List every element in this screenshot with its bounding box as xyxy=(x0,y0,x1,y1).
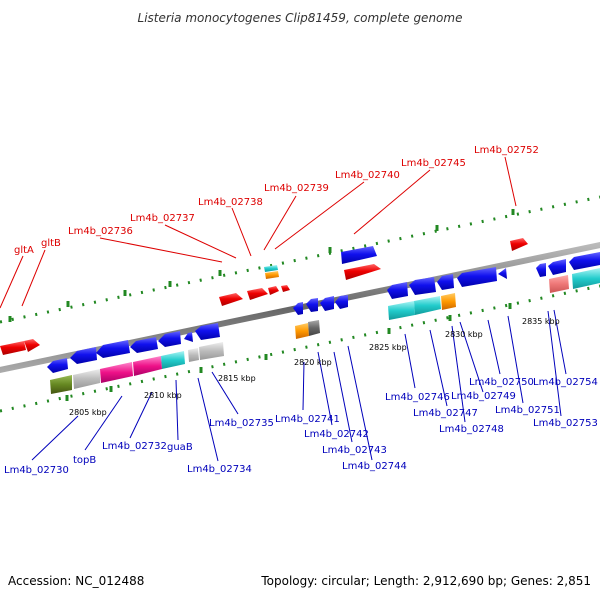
gene-Lm4b_02730 xyxy=(47,358,68,373)
gene-Lm4b_02740a xyxy=(264,265,278,272)
label-Lm4b_02737: Lm4b_02737 xyxy=(130,213,195,224)
gene-Lm4b_02743 xyxy=(320,296,334,311)
label-Lm4b_02745: Lm4b_02745 xyxy=(401,158,466,169)
gene-gltA-arrow xyxy=(24,339,40,352)
map-title: Listeria monocytogenes Clip81459, comple… xyxy=(138,11,463,25)
gene-Lm4b_02751 xyxy=(536,263,546,277)
label-Lm4b_02740: Lm4b_02740 xyxy=(335,170,400,181)
tick-2825: 2825 kbp xyxy=(369,343,407,352)
label-Lm4b_02752: Lm4b_02752 xyxy=(474,145,539,156)
tick-2835: 2835 kbp xyxy=(522,317,560,326)
tick-2830: 2830 kbp xyxy=(445,330,483,339)
label-Lm4b_02743: Lm4b_02743 xyxy=(322,445,387,456)
label-guaB: guaB xyxy=(167,442,193,453)
label-Lm4b_02734: Lm4b_02734 xyxy=(187,464,252,475)
forward-genes xyxy=(0,238,528,355)
gene-Lm4b_02744 xyxy=(335,295,348,309)
label-Lm4b_02736: Lm4b_02736 xyxy=(68,226,133,237)
gene-Lm4b_02749 xyxy=(457,267,497,287)
gene-Lm4b_02750 xyxy=(498,268,507,279)
tick-2820: 2820 kbp xyxy=(294,358,332,367)
label-Lm4b_02750: Lm4b_02750 xyxy=(469,377,534,388)
scale-tick-labels: 2805 kbp 2810 kbp 2815 kbp 2820 kbp 2825… xyxy=(69,317,560,417)
top-leader-lines xyxy=(0,156,517,309)
label-gltB: gltB xyxy=(41,238,61,249)
label-gltA: gltA xyxy=(14,245,34,256)
tick-2805: 2805 kbp xyxy=(69,408,107,417)
gene-Lm4b_02738 xyxy=(268,286,279,295)
top-labels: gltA gltB Lm4b_02736 Lm4b_02737 Lm4b_027… xyxy=(14,145,539,256)
label-Lm4b_02747: Lm4b_02747 xyxy=(413,408,478,419)
label-Lm4b_02735: Lm4b_02735 xyxy=(209,418,274,429)
gene-Lm4b_02742 xyxy=(306,298,318,312)
label-Lm4b_02744: Lm4b_02744 xyxy=(342,461,407,472)
label-Lm4b_02746: Lm4b_02746 xyxy=(385,392,450,403)
gene-Lm4b_02736 xyxy=(219,293,243,306)
label-Lm4b_02730: Lm4b_02730 xyxy=(4,465,69,476)
gene-Lm4b_02746 xyxy=(387,282,408,299)
gene-Lm4b_02752 xyxy=(510,238,528,251)
gene-Lm4b_02748 xyxy=(437,274,454,290)
label-Lm4b_02753: Lm4b_02753 xyxy=(533,418,598,429)
label-Lm4b_02754: Lm4b_02754 xyxy=(533,377,598,388)
gene-Lm4b_02740b xyxy=(265,271,279,279)
reverse-genes-row2 xyxy=(50,268,600,394)
tick-2815: 2815 kbp xyxy=(218,374,256,383)
bottom-labels: Lm4b_02730 topB Lm4b_02732 guaB Lm4b_027… xyxy=(4,377,598,476)
gene-Lm4b_02741 xyxy=(293,302,303,315)
topology-label: Topology: circular; Length: 2,912,690 bp… xyxy=(260,574,591,588)
gene-Lm4b_02735b xyxy=(195,323,220,340)
guide-major-ticks xyxy=(8,209,515,401)
gene-guaB xyxy=(130,337,158,353)
gene-Lm4b_02753 xyxy=(548,259,566,275)
label-Lm4b_02749: Lm4b_02749 xyxy=(451,391,516,402)
reverse-genes-row1 xyxy=(47,252,600,373)
gene-Lm4b_02747 xyxy=(409,277,436,295)
label-Lm4b_02739: Lm4b_02739 xyxy=(264,183,329,194)
gene-Lm4b_02732 xyxy=(96,340,130,358)
label-Lm4b_02741: Lm4b_02741 xyxy=(275,414,340,425)
gene-Lm4b_02739 xyxy=(281,285,290,292)
gene-Lm4b_02735a xyxy=(184,332,193,342)
label-Lm4b_02751: Lm4b_02751 xyxy=(495,405,560,416)
bottom-leader-lines xyxy=(31,309,567,462)
gene-Lm4b_02754 xyxy=(569,252,600,270)
tick-2810: 2810 kbp xyxy=(144,391,182,400)
label-Lm4b_02748: Lm4b_02748 xyxy=(439,424,504,435)
gene-gltB-body xyxy=(0,341,26,355)
gene-Lm4b_02745 xyxy=(344,264,381,280)
label-Lm4b_02742: Lm4b_02742 xyxy=(304,429,369,440)
gene-topB xyxy=(70,347,97,364)
label-topB: topB xyxy=(73,455,96,466)
label-Lm4b_02738: Lm4b_02738 xyxy=(198,197,263,208)
label-Lm4b_02732: Lm4b_02732 xyxy=(102,441,167,452)
gene-top-blue xyxy=(341,246,377,264)
accession-label: Accession: NC_012488 xyxy=(8,574,144,588)
gene-Lm4b_02737 xyxy=(247,288,268,300)
gene-Lm4b_02734 xyxy=(158,331,181,347)
